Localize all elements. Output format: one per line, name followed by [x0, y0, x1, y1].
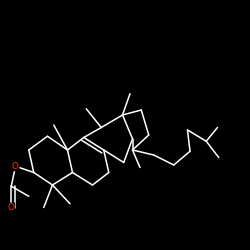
Text: O: O — [8, 203, 15, 212]
Text: O: O — [12, 162, 19, 171]
